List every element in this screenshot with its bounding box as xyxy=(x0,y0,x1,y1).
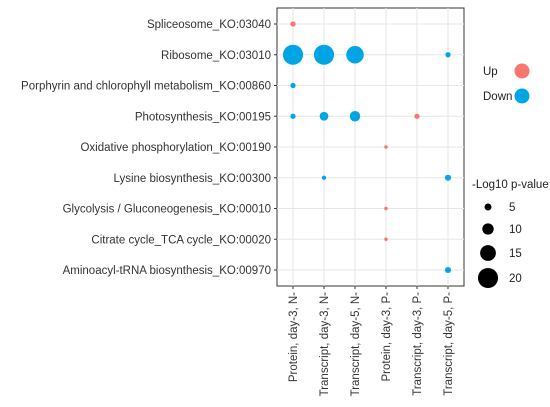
y-tick-label-citrate-cycle-tca-cycle-ko-00020: Citrate cycle_TCA cycle_KO:00020 xyxy=(91,234,271,246)
size-legend-circle-15 xyxy=(480,245,496,261)
x-tick-label-transcript-day-3-n: Transcript, day-3, N- xyxy=(319,292,331,397)
y-tick-labels: Spliceosome_KO:03040 Ribosome_KO:03010 Por… xyxy=(21,19,277,277)
point-ribosome-ko-03010-transcript-day-5-n xyxy=(346,46,364,64)
y-tick-label-ribosome-ko-03010: Ribosome_KO:03010 xyxy=(161,50,271,62)
size-legend-label-10: 10 xyxy=(509,224,522,236)
y-tick-label-spliceosome-ko-03040: Spliceosome_KO:03040 xyxy=(147,19,271,31)
y-tick-label-porphyrin-and-chlorophyll-metabolism-ko-00860: Porphyrin and chlorophyll metabolism_KO:… xyxy=(21,81,271,93)
x-tick-label-protein-day-3-p: Protein, day-3, P- xyxy=(381,292,393,382)
point-photosynthesis-ko-00195-transcript-day-3-p xyxy=(414,113,420,119)
x-tick-label-protein-day-3-n: Protein, day-3, N- xyxy=(288,292,300,382)
size-legend-label-5: 5 xyxy=(509,202,515,214)
point-citrate-cycle-tca-cycle-ko-00020-protein-day-3-p xyxy=(384,237,388,241)
y-tick-label-oxidative-phosphorylation-ko-00190: Oxidative phosphorylation_KO:00190 xyxy=(80,142,271,154)
point-aminoacyl-trna-biosynthesis-ko-00970-transcript-day-5-p xyxy=(444,266,452,274)
y-tick-label-photosynthesis-ko-00195: Photosynthesis_KO:00195 xyxy=(135,111,271,123)
legend-label-down: Down xyxy=(483,91,512,103)
size-legend-circle-20 xyxy=(477,267,499,289)
point-glycolysis-gluconeogenesis-ko-00010-protein-day-3-p xyxy=(384,206,388,211)
x-tick-label-transcript-day-5-p: Transcript, day-5, P- xyxy=(443,292,455,396)
point-lysine-biosynthesis-ko-00300-transcript-day-3-n xyxy=(321,175,327,180)
point-spliceosome-ko-03040-protein-day-3-n xyxy=(290,21,296,27)
point-photosynthesis-ko-00195-transcript-day-5-n xyxy=(349,111,361,122)
color-legend: Up Down xyxy=(483,63,530,104)
x-tick-label-transcript-day-5-n: Transcript, day-5, N- xyxy=(350,292,362,397)
size-legend-circle-5 xyxy=(484,203,492,211)
x-tick-label-transcript-day-3-p: Transcript, day-3, P- xyxy=(412,292,424,396)
point-oxidative-phosphorylation-ko-00190-protein-day-3-p xyxy=(384,145,388,149)
legend-swatch-down xyxy=(514,88,530,104)
size-legend-label-15: 15 xyxy=(509,248,522,260)
x-tick-labels: Protein, day-3, N- Transcript, day-3, N- T… xyxy=(288,286,455,396)
size-legend-circle-10 xyxy=(482,223,494,235)
y-tick-label-lysine-biosynthesis-ko-00300: Lysine biosynthesis_KO:00300 xyxy=(114,173,271,185)
legend-label-up: Up xyxy=(483,66,498,78)
point-ribosome-ko-03010-transcript-day-5-p xyxy=(445,52,451,58)
data-points xyxy=(282,21,452,274)
legend-swatch-up xyxy=(514,63,530,79)
point-porphyrin-and-chlorophyll-metabolism-ko-00860-protein-day-3-n xyxy=(290,82,296,89)
point-ribosome-ko-03010-transcript-day-3-n xyxy=(313,44,335,65)
point-lysine-biosynthesis-ko-00300-transcript-day-5-p xyxy=(444,174,452,181)
point-photosynthesis-ko-00195-transcript-day-3-n xyxy=(319,111,329,121)
size-legend-label-20: 20 xyxy=(509,273,522,285)
point-ribosome-ko-03010-protein-day-3-n xyxy=(282,44,304,65)
point-photosynthesis-ko-00195-protein-day-3-n xyxy=(290,113,296,119)
y-tick-label-aminoacyl-trna-biosynthesis-ko-00970: Aminoacyl-tRNA biosynthesis_KO:00970 xyxy=(63,265,271,277)
size-legend-title: -Log10 p-value xyxy=(472,179,549,191)
y-tick-label-glycolysis-gluconeogenesis-ko-00010: Glycolysis / Gluconeogenesis_KO:00010 xyxy=(63,204,271,216)
size-legend: -Log10 p-value 5 10 15 20 xyxy=(472,179,549,289)
